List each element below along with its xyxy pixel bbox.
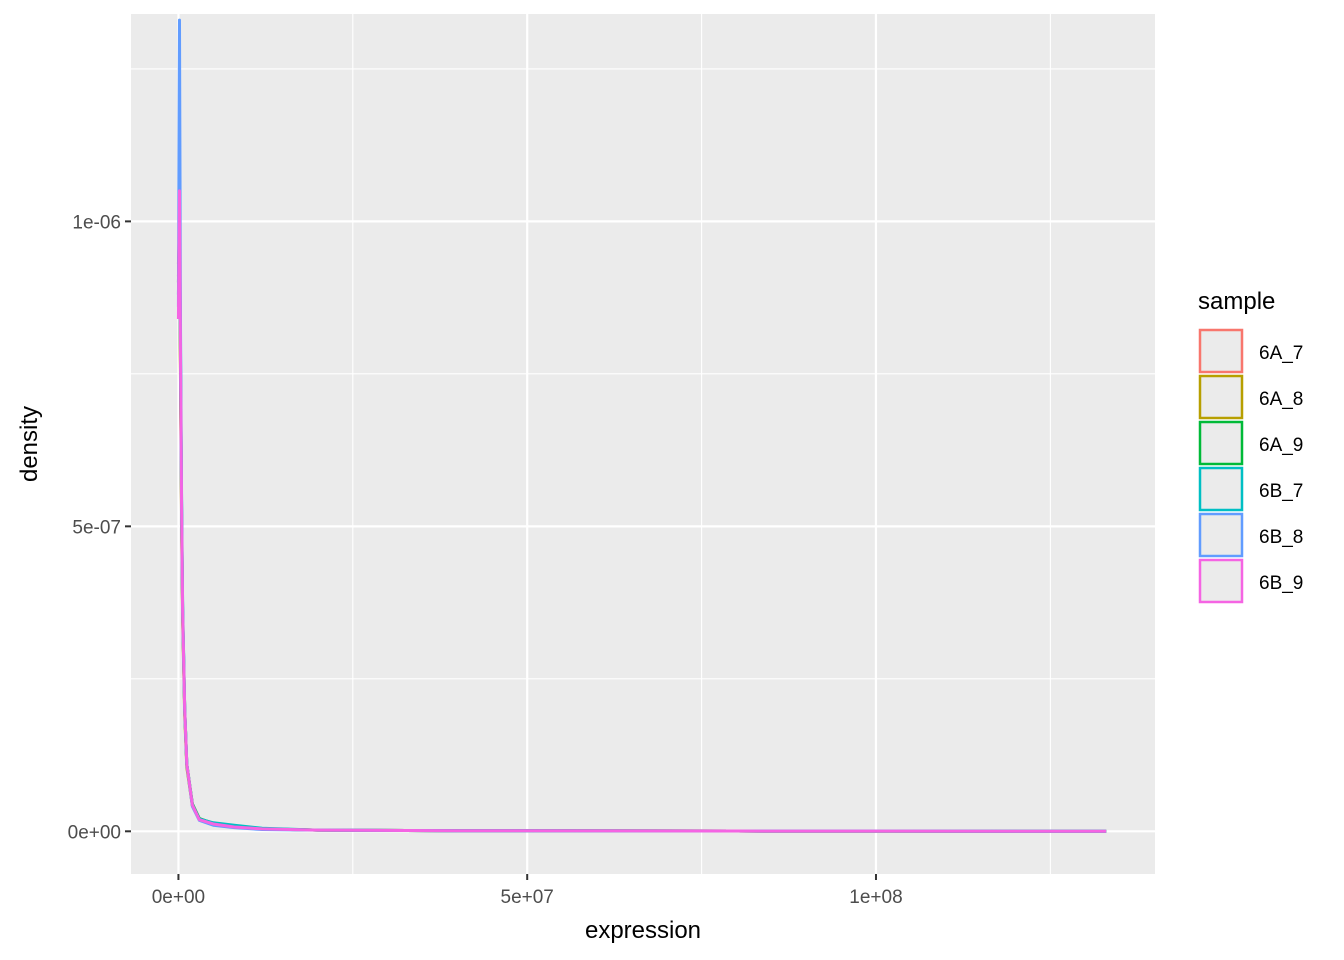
y-axis-title: density <box>16 406 43 482</box>
series-lines <box>176 18 1107 833</box>
grid-minor <box>131 14 1155 874</box>
legend-key-6B_7 <box>1198 466 1244 512</box>
plot-panel <box>131 14 1155 874</box>
legend-key-6A_8 <box>1198 374 1244 420</box>
y-tick-label-0: 0e+00 <box>68 822 121 843</box>
x-tick-label-0: 0e+00 <box>152 887 205 908</box>
legend-key-6B_9 <box>1198 558 1244 604</box>
y-tick-label-2: 1e-06 <box>72 212 121 233</box>
legend-key-6B_8 <box>1198 512 1244 558</box>
series-line-6B_9 <box>176 189 1107 833</box>
x-tick-label-1: 5e+07 <box>501 887 554 908</box>
y-tick-label-1: 5e-07 <box>72 517 121 538</box>
x-tick-label-2: 1e+08 <box>849 887 902 908</box>
x-axis: 0e+00 5e+07 1e+08 <box>152 874 903 908</box>
legend-label-6A_9: 6A_9 <box>1259 435 1303 456</box>
legend-title: sample <box>1198 288 1275 315</box>
legend-label-6B_7: 6B_7 <box>1259 481 1303 502</box>
legend-key-6A_9 <box>1198 420 1244 466</box>
legend-label-6A_8: 6A_8 <box>1259 389 1303 410</box>
legend-label-6A_7: 6A_7 <box>1259 343 1303 364</box>
legend-key-6A_7 <box>1198 328 1244 374</box>
y-axis: 0e+00 5e-07 1e-06 <box>68 212 131 843</box>
x-axis-title: expression <box>585 917 701 944</box>
legend-label-6B_8: 6B_8 <box>1259 527 1303 548</box>
legend-label-6B_9: 6B_9 <box>1259 573 1303 594</box>
legend: sample 6A_7 6A_8 6A_9 6B_7 6B_8 6B_9 <box>1198 288 1303 604</box>
